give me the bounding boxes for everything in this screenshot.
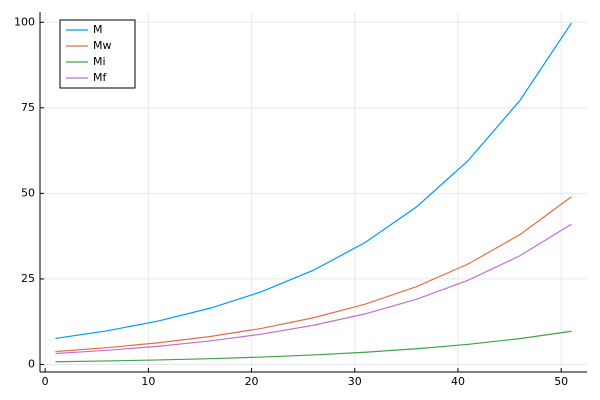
x-tick-label: 40 bbox=[451, 375, 465, 388]
series-line bbox=[55, 22, 573, 340]
y-tick-label: 0 bbox=[28, 357, 35, 370]
y-tick-label: 100 bbox=[14, 15, 35, 28]
y-tick-label: 50 bbox=[21, 186, 35, 199]
x-tick-label: 50 bbox=[554, 375, 568, 388]
legend-label: Mf bbox=[93, 71, 107, 84]
series-line bbox=[55, 196, 572, 353]
x-tick-label: 20 bbox=[245, 375, 259, 388]
series-line bbox=[55, 223, 572, 355]
x-tick-label: 30 bbox=[348, 375, 362, 388]
y-tick-label: 75 bbox=[21, 101, 35, 114]
y-tick-label: 25 bbox=[21, 272, 35, 285]
legend-label: Mi bbox=[93, 55, 106, 68]
x-tick-label: 0 bbox=[42, 375, 49, 388]
legend-label: Mw bbox=[93, 39, 112, 52]
legend-label: M bbox=[93, 23, 103, 36]
x-tick-label: 10 bbox=[141, 375, 155, 388]
series-line bbox=[55, 330, 572, 363]
legend-box bbox=[59, 19, 136, 89]
